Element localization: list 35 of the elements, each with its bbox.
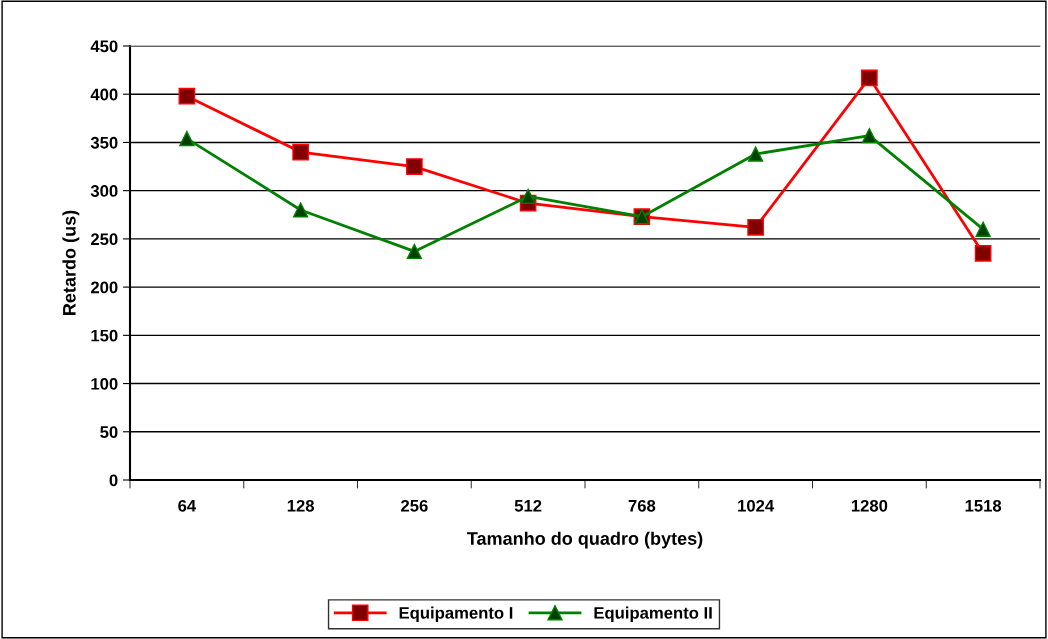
y-tick-label: 200 xyxy=(90,281,118,294)
point xyxy=(292,143,309,161)
x-tick-label: 1280 xyxy=(851,499,888,512)
legend-label: Equipamento II xyxy=(594,606,712,623)
y-tick-label: 150 xyxy=(91,329,118,342)
x-tick-label: 512 xyxy=(514,499,542,512)
point xyxy=(861,69,878,87)
x-tick-label: 256 xyxy=(401,499,428,512)
y-tick-label: 0 xyxy=(109,474,118,487)
legend-label: Equipamento I xyxy=(399,606,513,623)
y-tick-label: 50 xyxy=(100,426,118,438)
y-tick-label: 250 xyxy=(90,233,118,246)
y-tick-label: 450 xyxy=(90,40,118,53)
x-tick-label: 1518 xyxy=(965,499,1002,512)
y-tick-label: 100 xyxy=(91,377,118,390)
y-tick-label: 350 xyxy=(90,136,118,149)
point xyxy=(178,87,196,105)
x-tick-label: 1024 xyxy=(738,499,775,512)
y-tick-label: 300 xyxy=(90,185,118,197)
x-axis-title: Tamanho do quadro (bytes) xyxy=(467,531,703,549)
point xyxy=(974,245,992,262)
point xyxy=(406,243,423,260)
point xyxy=(292,202,309,218)
point xyxy=(179,130,195,147)
y-tick-label: 400 xyxy=(90,88,118,101)
point xyxy=(861,128,878,144)
x-tick-label: 128 xyxy=(287,499,315,512)
point xyxy=(406,158,423,175)
point xyxy=(747,146,764,162)
point xyxy=(520,188,536,205)
x-tick-label: 768 xyxy=(628,499,656,512)
x-tick-label: 64 xyxy=(178,499,197,512)
point xyxy=(975,221,991,237)
point xyxy=(747,218,764,236)
y-axis-title: Retardo (us) xyxy=(62,210,80,315)
